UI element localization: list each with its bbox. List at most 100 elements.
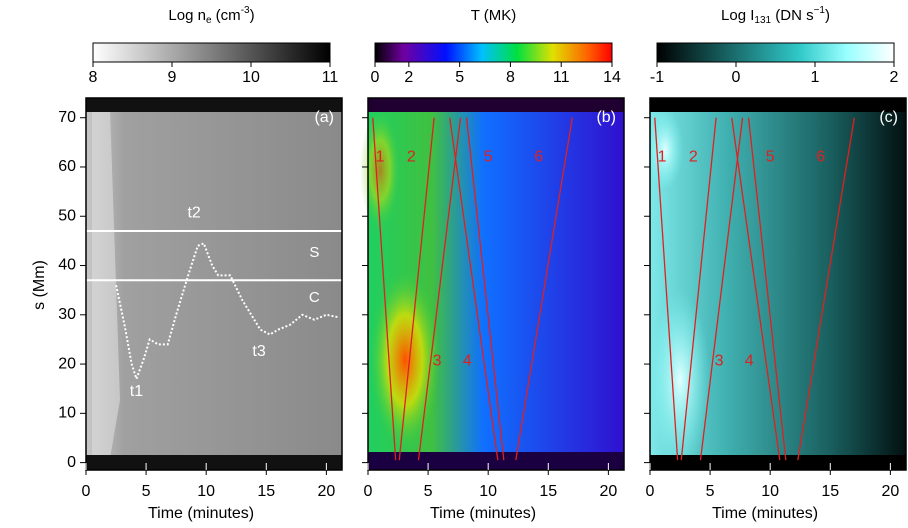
series-line [699,117,744,461]
colorbar-tick-label: 8 [89,69,98,86]
colorbar-tick-label: 14 [603,69,621,86]
title-part: ) [250,7,255,24]
series-line [398,117,435,461]
y-tick-label: 70 [58,109,76,126]
series-line [680,117,717,461]
colorbar-tick-label: 11 [322,69,339,86]
x-tick-label: 5 [142,483,151,500]
plot-frame [367,97,625,471]
title-part: 131 [754,15,771,26]
line-label: 1 [376,148,385,165]
colorbar [374,42,613,63]
colorbar [656,42,895,63]
x-tick-label: 10 [197,483,215,500]
line-label: 4 [463,352,472,369]
series-line [654,117,679,461]
line-label: 2 [407,148,416,165]
x-tick-label: 5 [706,483,715,500]
series-line [449,117,499,461]
series-line [465,117,505,461]
title-part: (DN s [771,7,814,24]
title-part: Log n [168,7,206,24]
colorbar-tick-label: 11 [553,69,570,86]
x-tick-label: 15 [257,483,275,500]
x-tick-label: 15 [821,483,839,500]
panel-c-image [647,98,906,470]
x-tick-label: 10 [479,483,497,500]
reference-label: C [309,289,320,306]
x-axis-label: Time (minutes) [148,505,254,522]
panel-label: (c) [879,109,898,126]
title-part: e [206,15,212,26]
reference-label: S [309,244,319,261]
series-line [417,117,462,461]
line-label: 2 [689,148,698,165]
colorbar-title: T (MK) [471,7,517,24]
series-line [797,117,855,461]
y-tick-label: 40 [58,257,76,274]
plot-frame [649,97,907,471]
colorbar-tick-label: -1 [650,69,664,86]
y-tick-label: 0 [67,454,76,471]
colorbar-tick-label: 2 [404,69,413,86]
x-tick-label: 0 [646,483,655,500]
series-line [747,117,787,461]
y-tick-label: 50 [58,207,76,224]
x-tick-label: 5 [424,483,433,500]
x-tick-label: 0 [82,483,91,500]
colorbar-tick-label: 5 [455,69,464,86]
panel-label: (a) [314,109,334,126]
series-line [372,117,397,461]
plot-marks [654,117,855,461]
y-tick-label: 30 [58,306,76,323]
colorbar-tick-label: 2 [890,69,899,86]
panel-label: (b) [596,109,616,126]
title-part: -3 [241,5,250,16]
line-label: 6 [534,148,543,165]
x-tick-label: 20 [881,483,899,500]
series-line [515,117,573,461]
annotation: t3 [252,343,265,360]
panel-b-image [360,98,624,470]
y-tick-label: 60 [58,158,76,175]
line-label: 1 [658,148,667,165]
line-label: 6 [816,148,825,165]
colorbar-tick-label: 10 [242,69,260,86]
y-axis-label: s (Mm) [31,260,48,310]
x-axis-label: Time (minutes) [712,505,818,522]
line-label: 5 [484,148,493,165]
annotation: t2 [187,205,200,222]
series-line [115,242,339,382]
plot-marks [372,117,573,461]
colorbar-tick-label: 0 [371,69,380,86]
title-part: ) [825,7,830,24]
x-tick-label: 0 [364,483,373,500]
annotation: t1 [130,383,143,400]
x-axis-label: Time (minutes) [430,505,536,522]
line-label: 5 [766,148,775,165]
x-tick-label: 20 [599,483,617,500]
panel-a-image [86,98,342,470]
colorbar-tick-label: 1 [811,69,820,86]
colorbar-title: Log I131 (DN s−1) [721,5,830,26]
line-label: 3 [433,352,442,369]
x-tick-label: 20 [317,483,335,500]
colorbar [92,42,331,63]
x-tick-label: 10 [761,483,779,500]
line-label: 4 [745,352,754,369]
plot-frame [85,97,343,471]
y-tick-label: 20 [58,355,76,372]
x-tick-label: 15 [539,483,557,500]
y-tick-label: 10 [58,405,76,422]
series-line [731,117,781,461]
plot-marks [86,230,342,382]
title-part: T (MK) [471,7,517,24]
line-label: 3 [715,352,724,369]
colorbar-tick-label: 0 [732,69,741,86]
title-part: Log I [721,7,754,24]
colorbar-tick-label: 8 [506,69,515,86]
title-part: (cm [212,7,241,24]
colorbar-tick-label: 9 [168,69,177,86]
title-part: −1 [814,5,826,16]
